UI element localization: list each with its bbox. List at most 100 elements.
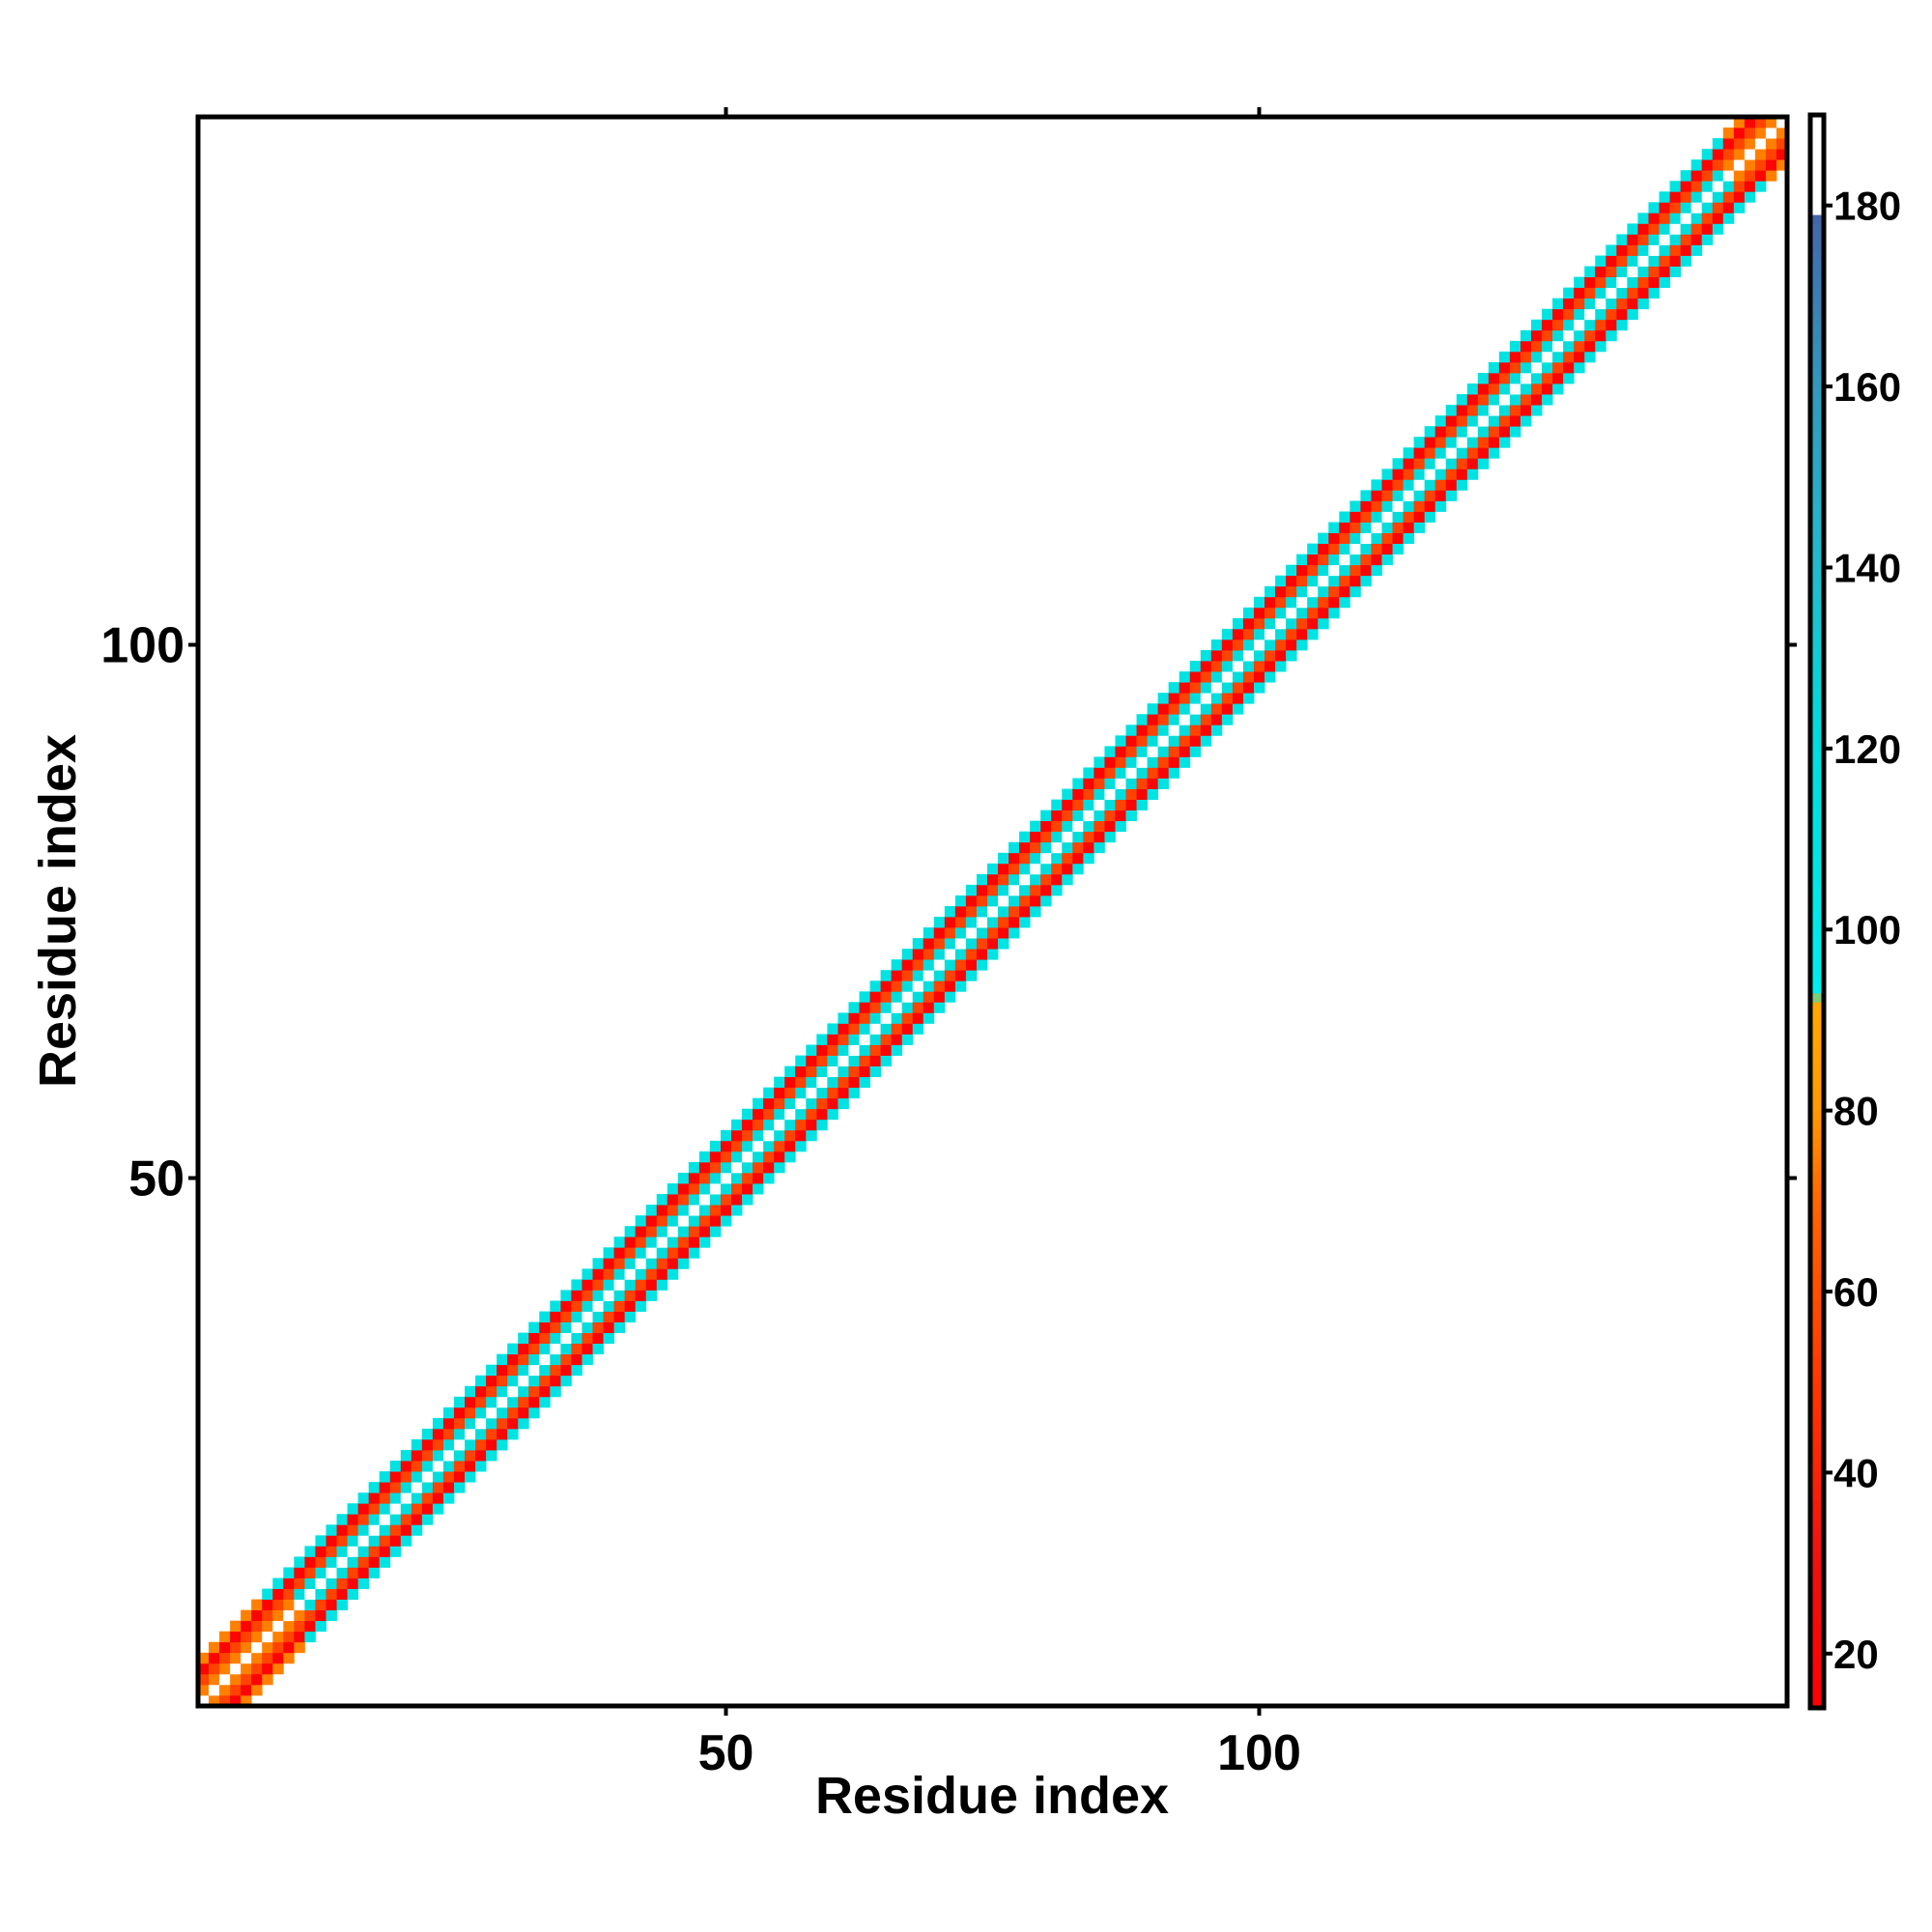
- colorbar-segment: [1810, 1463, 1824, 1473]
- heatmap-cell: [1680, 202, 1692, 213]
- colorbar-segment: [1810, 1174, 1824, 1184]
- heatmap-cell: [1242, 628, 1255, 640]
- heatmap-cell: [209, 1694, 220, 1707]
- colorbar-segment: [1810, 639, 1824, 650]
- heatmap-cell: [848, 1055, 860, 1066]
- heatmap-cell: [507, 1343, 519, 1355]
- heatmap-cell: [1552, 361, 1564, 374]
- heatmap-cell: [1136, 746, 1148, 757]
- heatmap-cell: [1435, 415, 1447, 427]
- heatmap-cell: [432, 1428, 444, 1440]
- heatmap-cell: [1062, 873, 1073, 886]
- x-tick-label: 50: [698, 1725, 754, 1781]
- colorbar-segment: [1810, 142, 1824, 152]
- heatmap-cell: [1253, 661, 1265, 672]
- heatmap-cell: [507, 1385, 519, 1398]
- heatmap-cell: [688, 1226, 700, 1237]
- heatmap-cell: [550, 1343, 561, 1355]
- heatmap-cell: [304, 1631, 316, 1643]
- heatmap-cell: [1488, 361, 1500, 374]
- heatmap-cell: [507, 1406, 519, 1419]
- colorbar-segment: [1810, 757, 1824, 768]
- heatmap-cell: [582, 1268, 593, 1280]
- heatmap-cell: [667, 1205, 679, 1216]
- heatmap-cell: [613, 1268, 626, 1280]
- heatmap-cell: [1413, 437, 1426, 448]
- heatmap-cell: [998, 884, 1009, 896]
- heatmap-cell: [560, 1375, 572, 1387]
- heatmap-cell: [1221, 650, 1234, 662]
- colorbar-segment: [1810, 956, 1824, 967]
- heatmap-cell: [1083, 831, 1094, 843]
- heatmap-cell: [838, 1023, 849, 1035]
- heatmap-cell: [688, 1236, 700, 1248]
- heatmap-cell: [571, 1290, 582, 1301]
- heatmap-cell: [1680, 244, 1692, 256]
- colorbar-segment: [1810, 992, 1824, 1003]
- heatmap-cell: [453, 1450, 466, 1462]
- heatmap-cell: [1200, 682, 1212, 694]
- heatmap-cell: [613, 1321, 626, 1333]
- heatmap-cell: [1477, 384, 1490, 395]
- heatmap-cell: [1339, 522, 1350, 533]
- heatmap-cell: [848, 1076, 860, 1089]
- heatmap-cell: [1733, 202, 1746, 213]
- heatmap-cell: [1083, 852, 1094, 865]
- colorbar-segment: [1810, 1418, 1824, 1429]
- colorbar-segment: [1810, 902, 1824, 912]
- heatmap-cell: [1200, 703, 1212, 715]
- heatmap-cell: [1136, 788, 1148, 800]
- heatmap-cell: [1456, 437, 1468, 448]
- heatmap-cell: [1627, 223, 1638, 235]
- heatmap-cell: [1477, 372, 1490, 384]
- colorbar-segment: [1810, 350, 1824, 360]
- heatmap-cell: [1360, 532, 1372, 545]
- heatmap-cell: [1318, 554, 1329, 566]
- heatmap-cell: [1019, 831, 1031, 843]
- colorbar-segment: [1810, 866, 1824, 876]
- heatmap-cell: [1189, 661, 1202, 672]
- heatmap-cell: [1584, 319, 1596, 331]
- heatmap-cell: [1040, 895, 1052, 907]
- heatmap-cell: [784, 1087, 796, 1099]
- heatmap-cell: [1115, 746, 1126, 757]
- heatmap-cell: [816, 1044, 828, 1056]
- heatmap-cell: [1424, 511, 1436, 523]
- heatmap-cell: [1339, 564, 1350, 577]
- heatmap-cell: [497, 1428, 508, 1440]
- heatmap-cell: [795, 1129, 807, 1142]
- heatmap-cell: [1488, 415, 1500, 427]
- heatmap-cell: [1616, 266, 1628, 277]
- colorbar-segment: [1810, 468, 1824, 478]
- heatmap-cell: [901, 1012, 914, 1024]
- heatmap-cell: [1232, 693, 1244, 704]
- heatmap-cell: [592, 1258, 604, 1269]
- heatmap-cell: [1563, 340, 1575, 353]
- heatmap-cell: [1062, 831, 1073, 843]
- heatmap-cell: [1690, 181, 1703, 192]
- heatmap-cell: [624, 1268, 637, 1280]
- heatmap-cell: [624, 1236, 637, 1248]
- heatmap-cell: [1531, 319, 1543, 331]
- colorbar-tick-label: 100: [1833, 907, 1901, 952]
- heatmap-cell: [475, 1450, 487, 1462]
- heatmap-cell: [1179, 756, 1191, 768]
- heatmap-cell: [1009, 873, 1020, 886]
- heatmap-cell: [1498, 384, 1511, 395]
- heatmap-cell: [379, 1556, 391, 1568]
- heatmap-cell: [624, 1279, 637, 1291]
- heatmap-cell: [465, 1461, 476, 1472]
- heatmap-cell: [230, 1631, 242, 1643]
- heatmap-cell: [326, 1588, 337, 1600]
- heatmap-cell: [1253, 682, 1265, 694]
- heatmap-cell: [795, 1065, 807, 1078]
- heatmap-cell: [1179, 671, 1191, 683]
- heatmap-cell: [475, 1406, 487, 1419]
- heatmap-cell: [1381, 554, 1393, 566]
- heatmap-cell: [1659, 276, 1670, 289]
- heatmap-cell: [1094, 799, 1105, 811]
- colorbar-segment: [1810, 377, 1824, 387]
- heatmap-cell: [389, 1471, 402, 1483]
- heatmap-cell: [742, 1172, 753, 1184]
